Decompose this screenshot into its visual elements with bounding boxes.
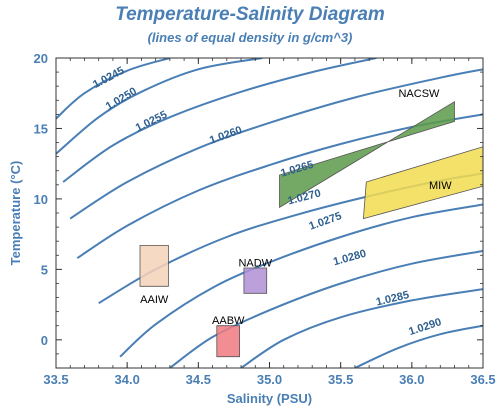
contour-label: 1.0260 <box>208 124 244 147</box>
isopycnal-line <box>119 203 483 358</box>
y-tick-label: 20 <box>34 51 48 66</box>
x-tick-label: 35.0 <box>257 372 282 387</box>
x-axis-label: Salinity (PSU) <box>227 391 312 406</box>
x-tick-label: 36.5 <box>470 372 495 387</box>
water-mass-region <box>216 325 241 358</box>
water-mass-label: AABW <box>212 315 245 327</box>
water-mass-regions: NACSW MIW AAIW NADW AABW <box>139 88 484 358</box>
water-mass-label: NACSW <box>398 88 440 100</box>
x-tick-label: 34.5 <box>186 372 211 387</box>
x-tick-label: 34.0 <box>115 372 140 387</box>
water-mass-label: MIW <box>429 180 452 192</box>
contour-label: 1.0280 <box>332 248 368 269</box>
contour-label: 1.0285 <box>375 289 411 308</box>
water-mass-label: NADW <box>238 257 272 269</box>
water-mass-region <box>243 267 268 294</box>
y-tick-label: 15 <box>34 121 48 136</box>
x-tick-label: 33.5 <box>43 372 68 387</box>
axes: 33.5 34.0 34.5 35.0 35.5 36.0 36.5 0 5 10 15 20 <box>34 51 496 387</box>
contour-label: 1.0250 <box>104 85 139 113</box>
water-mass-label: AAIW <box>140 294 169 306</box>
y-tick-label: 5 <box>41 262 48 277</box>
isopycnal-line <box>76 113 483 259</box>
chart-title: Temperature-Salinity Diagram <box>115 4 385 25</box>
y-tick-label: 0 <box>41 333 48 348</box>
isopycnal-line <box>56 58 263 155</box>
y-tick-label: 10 <box>34 192 48 207</box>
isopycnal-line <box>169 250 483 368</box>
isopycnal-line <box>354 324 483 368</box>
y-axis-label: Temperature (°C) <box>8 161 23 266</box>
isopycnal-line <box>62 58 377 183</box>
x-tick-label: 35.5 <box>328 372 353 387</box>
water-mass-region <box>139 244 169 287</box>
isopycnal-line <box>56 58 171 120</box>
x-tick-label: 36.0 <box>399 372 424 387</box>
isopycnal-line <box>240 288 483 368</box>
water-mass-region <box>279 100 455 209</box>
contour-label: 1.0275 <box>308 210 344 233</box>
contour-label: 1.0245 <box>91 65 126 91</box>
isopycnal-line <box>69 68 483 220</box>
chart-subtitle: (lines of equal density in g/cm^3) <box>147 30 353 45</box>
contour-label: 1.0255 <box>134 109 169 135</box>
